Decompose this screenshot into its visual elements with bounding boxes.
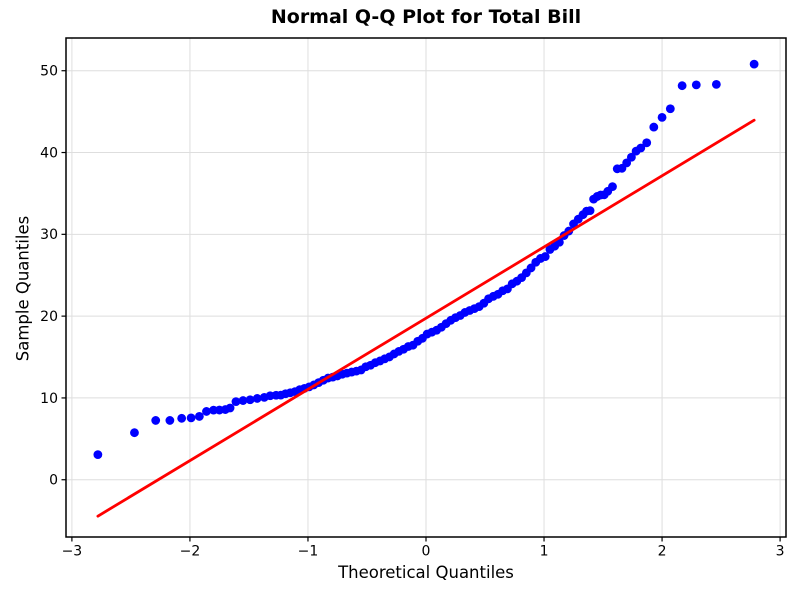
- y-tick-labels: 0 10 20 30 40 50: [40, 64, 66, 489]
- x-tick-label: −2: [180, 544, 201, 560]
- x-tick-labels: −3 −2 −1 0 1 2 3: [62, 537, 785, 560]
- x-tick-label: 0: [422, 544, 431, 560]
- y-tick-label: 30: [40, 227, 58, 243]
- y-tick-label: 40: [40, 145, 58, 161]
- y-tick-label: 10: [40, 391, 58, 407]
- x-tick-label: −3: [62, 544, 83, 560]
- y-axis-label: Sample Quantiles: [13, 215, 33, 362]
- y-tick-label: 20: [40, 309, 58, 325]
- y-tick-label: 0: [49, 473, 58, 489]
- x-tick-label: 1: [540, 544, 549, 560]
- x-tick-label: 2: [658, 544, 667, 560]
- reference-line: [96, 118, 756, 518]
- chart-title: Normal Q-Q Plot for Total Bill: [270, 6, 582, 28]
- gridlines: [66, 38, 786, 537]
- scatter-points: [93, 59, 759, 460]
- x-tick-label: −1: [298, 544, 319, 560]
- x-axis-label: Theoretical Quantiles: [338, 563, 514, 582]
- x-tick-label: 3: [776, 544, 785, 560]
- y-tick-label: 50: [40, 64, 58, 80]
